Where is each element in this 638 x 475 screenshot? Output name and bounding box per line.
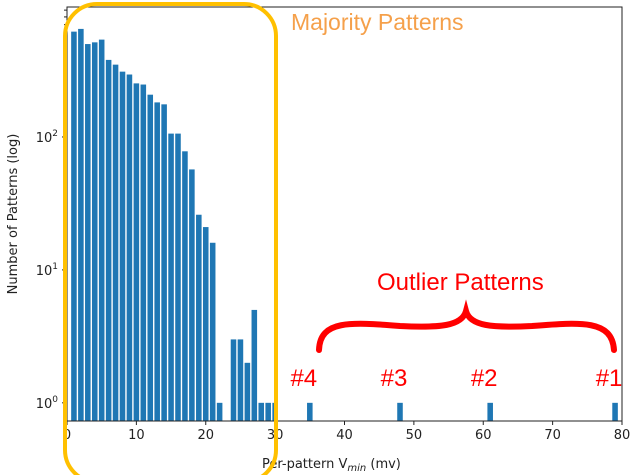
y-tick-label: 100 (36, 395, 59, 412)
bar (78, 28, 84, 422)
x-tick-label: 80 (614, 428, 631, 443)
y-tick-label: 101 (36, 262, 58, 279)
outlier-markers: #4 #3 #2 #1 (290, 365, 622, 392)
bar (105, 59, 112, 422)
bar (119, 71, 126, 421)
y-axis: 100 101 102 (36, 9, 67, 417)
bar (140, 84, 147, 421)
outlier-marker-label: #4 (290, 365, 317, 392)
bar (71, 31, 77, 422)
bar (98, 39, 105, 421)
x-tick-label: 60 (475, 428, 492, 443)
x-tick-label: 40 (336, 428, 353, 443)
bar (147, 94, 154, 422)
bar (612, 402, 618, 421)
bar (209, 242, 216, 421)
bar (189, 169, 195, 421)
bar (196, 214, 202, 421)
x-tick-label: 70 (544, 428, 561, 443)
x-tick-label: 50 (406, 428, 423, 443)
y-tick-label: 102 (36, 129, 58, 146)
bar (91, 42, 98, 421)
bar (154, 102, 160, 421)
bar (216, 402, 223, 421)
bar (307, 402, 313, 421)
outlier-marker-label: #1 (596, 365, 623, 392)
majority-highlight-box (63, 2, 278, 475)
bar (182, 151, 188, 422)
bar (175, 133, 181, 421)
bar (133, 83, 140, 422)
bar (244, 362, 251, 421)
bar (126, 74, 133, 421)
bar (251, 309, 258, 421)
bar (487, 402, 493, 421)
bar (397, 402, 403, 421)
bar (112, 64, 119, 421)
x-tick-label: 10 (128, 428, 145, 443)
outlier-label: Outlier Patterns (377, 269, 544, 296)
bar (161, 104, 167, 421)
outlier-brace (316, 299, 617, 353)
x-axis-label: Per-pattern Vmin (mv) (262, 457, 401, 474)
outlier-marker-label: #3 (381, 365, 408, 392)
bar (230, 339, 237, 421)
bar (265, 402, 271, 421)
bar (258, 402, 265, 421)
outlier-marker-label: #2 (471, 365, 498, 392)
majority-label: Majority Patterns (291, 9, 464, 35)
bar (237, 339, 244, 421)
x-tick-label: 20 (197, 428, 214, 443)
bar (85, 44, 91, 421)
bars (71, 28, 618, 422)
y-axis-label: Number of Patterns (log) (6, 134, 21, 295)
bar (202, 227, 209, 421)
bar (168, 133, 174, 421)
x-axis: 0 10 20 30 40 50 60 70 80 (63, 421, 630, 443)
